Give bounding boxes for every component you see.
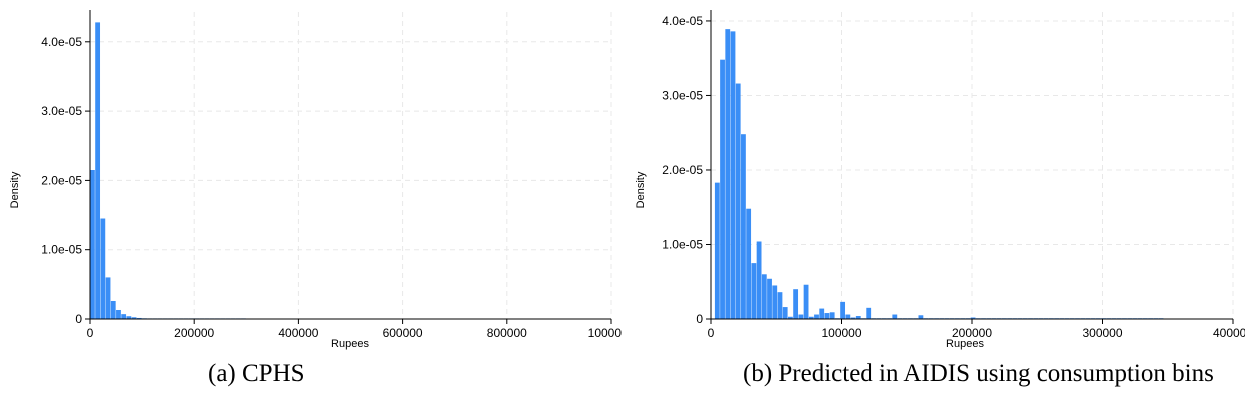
histogram-bar: [798, 314, 804, 319]
histogram-bar: [767, 278, 772, 319]
y-tick-label: 0: [696, 312, 703, 326]
caption-cphs: (a) CPHS: [208, 360, 305, 387]
histogram-bar: [866, 307, 872, 319]
x-tick-label: 0: [87, 326, 94, 340]
histogram-bar: [829, 312, 835, 319]
y-tick-label: 2.0e-05: [41, 173, 82, 187]
histogram-bar: [100, 218, 106, 319]
histogram-bar: [741, 134, 746, 319]
histogram-bar: [808, 316, 814, 319]
histogram-bar: [131, 317, 137, 319]
x-tick-label: 300000: [1082, 326, 1122, 340]
histogram-bar: [819, 308, 825, 319]
histogram-bar: [761, 274, 767, 319]
histogram-bar: [725, 29, 731, 320]
histogram-bar: [845, 314, 851, 319]
histogram-bar: [892, 314, 898, 319]
x-tick-label: 100000: [821, 326, 861, 340]
caption-predicted-aidis: (b) Predicted in AIDIS using consumption…: [743, 360, 1214, 387]
x-tick-label: 200000: [952, 326, 992, 340]
histogram-bar: [730, 31, 736, 320]
histogram-bar: [110, 300, 116, 319]
x-tick-label: 400000: [1213, 326, 1245, 340]
histogram-bar: [751, 263, 757, 319]
histogram-bar: [95, 22, 101, 320]
histogram-bar: [136, 317, 142, 319]
histogram-bar: [803, 284, 809, 319]
y-tick-label: 1.0e-05: [41, 243, 82, 257]
y-tick-label: 4.0e-05: [41, 35, 82, 49]
histogram-bar: [735, 83, 741, 319]
histogram-bar: [746, 208, 752, 319]
histogram-bar: [824, 313, 830, 319]
x-tick-label: 800000: [487, 326, 527, 340]
histogram-bar: [918, 315, 924, 319]
y-axis-title: Density: [9, 171, 21, 208]
histogram-bar: [126, 316, 132, 319]
histogram-bar: [105, 277, 111, 319]
histogram-bar: [814, 314, 819, 319]
histogram-bar: [121, 314, 127, 319]
x-axis-title: Rupees: [946, 338, 984, 350]
histogram-bar: [116, 309, 121, 319]
histogram-bar: [90, 170, 95, 319]
histogram-bar: [850, 317, 856, 319]
x-tick-label: 600000: [383, 326, 423, 340]
x-tick-label: 200000: [174, 326, 214, 340]
panel-predicted-aidis: Density Rupees 0 1.0e-05 2.0e-05 3.0e-05 4.0…: [622, 0, 1245, 417]
histogram-bar: [787, 316, 793, 319]
histogram-bar: [714, 182, 720, 319]
x-axis-title: Rupees: [331, 338, 369, 350]
histogram-bar: [720, 59, 725, 319]
histogram-cphs: Density Rupees 0 1.0e-05 2.0e-05 3.0e-05 4.0…: [9, 10, 622, 350]
histogram-predicted-aidis: Density Rupees 0 1.0e-05 2.0e-05 3.0e-05 4.0…: [635, 10, 1245, 350]
y-axis-title: Density: [635, 171, 647, 208]
y-tick-label: 2.0e-05: [662, 163, 703, 177]
x-tick-label: 1000000: [588, 326, 622, 340]
y-tick-label: 0: [75, 312, 82, 326]
y-tick-label: 1.0e-05: [662, 237, 703, 251]
histogram-bar: [756, 241, 762, 319]
histogram-bar: [793, 289, 799, 319]
x-tick-label: 400000: [278, 326, 318, 340]
histogram-bar: [855, 316, 861, 319]
histogram-bar: [782, 307, 788, 319]
histogram-bar: [970, 317, 976, 319]
y-tick-label: 4.0e-05: [662, 14, 703, 28]
x-tick-label: 0: [708, 326, 715, 340]
y-tick-label: 3.0e-05: [662, 88, 703, 102]
histogram-bar: [777, 292, 783, 319]
histogram-bar: [772, 285, 778, 319]
panel-cphs: Density Rupees 0 1.0e-05 2.0e-05 3.0e-05 4.0…: [0, 0, 622, 417]
y-tick-label: 3.0e-05: [41, 104, 82, 118]
histogram-bar: [840, 301, 846, 319]
